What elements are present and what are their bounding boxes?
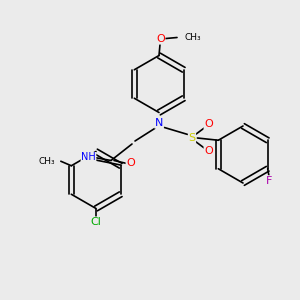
Text: O: O <box>126 158 135 169</box>
Text: NH: NH <box>81 152 96 163</box>
Text: F: F <box>266 176 272 186</box>
Text: CH₃: CH₃ <box>184 33 201 42</box>
Text: O: O <box>204 119 213 130</box>
Text: N: N <box>155 118 163 128</box>
Text: CH₃: CH₃ <box>38 157 55 166</box>
Text: O: O <box>156 34 165 44</box>
Text: S: S <box>188 133 196 143</box>
Text: Cl: Cl <box>91 217 101 227</box>
Text: O: O <box>204 146 213 157</box>
